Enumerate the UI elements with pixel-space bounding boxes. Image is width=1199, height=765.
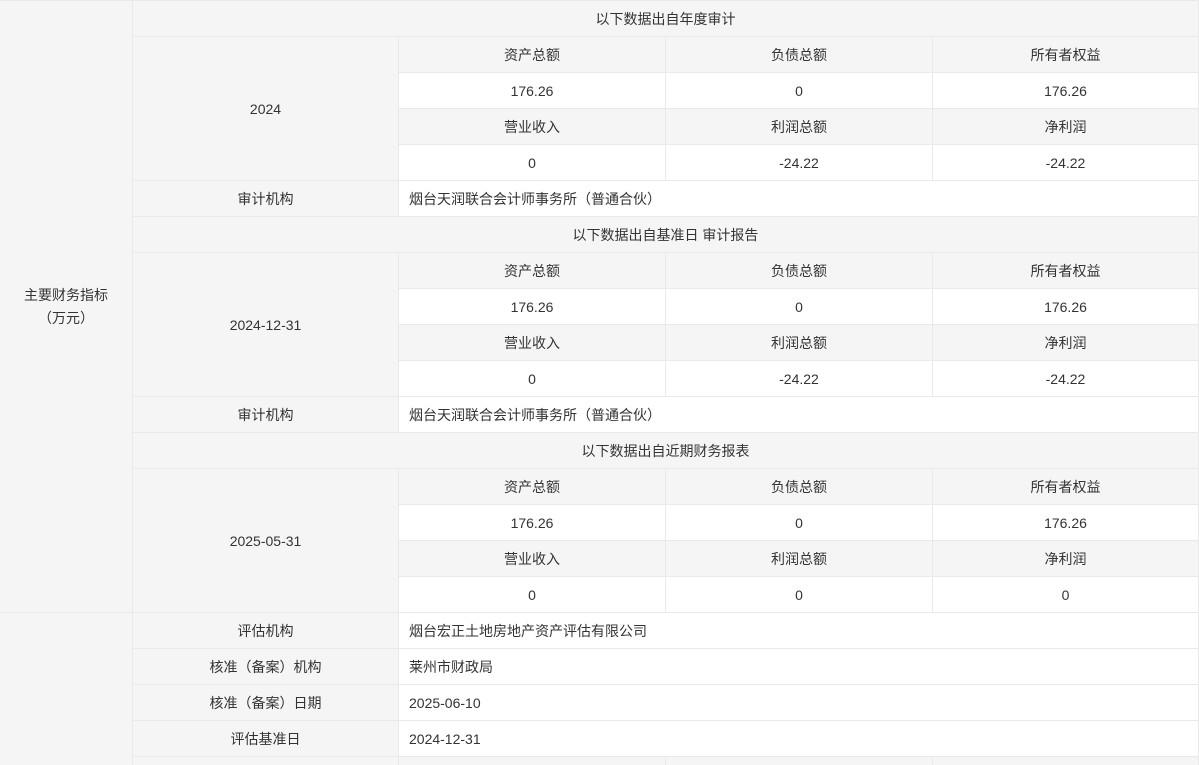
clipped-row-cell <box>133 757 399 765</box>
info-label-approval-date: 核准（备案）日期 <box>133 685 399 721</box>
metric-header-cell: 营业收入 <box>399 541 666 577</box>
clipped-row-cell <box>399 757 666 765</box>
section-header-annual-audit: 以下数据出自年度审计 <box>133 1 1199 37</box>
metric-value-cell: -24.22 <box>666 145 933 181</box>
metric-value-cell: 0 <box>399 577 666 613</box>
metric-header-cell: 净利润 <box>933 541 1199 577</box>
audit-org-label: 审计机构 <box>133 181 399 217</box>
metric-header-cell: 营业收入 <box>399 109 666 145</box>
metric-value-cell: 0 <box>666 289 933 325</box>
left-panel-title: 主要财务指标 （万元） <box>0 1 133 613</box>
metric-value-cell: 176.26 <box>933 289 1199 325</box>
info-value-approval-org: 莱州市财政局 <box>399 649 1199 685</box>
period-cell-2024: 2024 <box>133 37 399 181</box>
metric-header-cell: 资产总额 <box>399 253 666 289</box>
metric-value-cell: 0 <box>666 577 933 613</box>
left-panel-empty-cell <box>0 613 133 765</box>
metric-header-cell: 所有者权益 <box>933 253 1199 289</box>
period-cell-2025-05-31: 2025-05-31 <box>133 469 399 613</box>
metric-value-cell: 176.26 <box>933 505 1199 541</box>
metric-header-cell: 负债总额 <box>666 253 933 289</box>
audit-org-label: 审计机构 <box>133 397 399 433</box>
metric-value-cell: 176.26 <box>399 73 666 109</box>
metric-value-cell: 176.26 <box>399 505 666 541</box>
metric-value-cell: 0 <box>399 361 666 397</box>
metric-header-cell: 资产总额 <box>399 37 666 73</box>
metric-value-cell: -24.22 <box>933 145 1199 181</box>
audit-org-value: 烟台天润联合会计师事务所（普通合伙） <box>399 181 1199 217</box>
metric-header-cell: 利润总额 <box>666 325 933 361</box>
left-panel-title-line1: 主要财务指标 <box>24 286 108 303</box>
info-value-appraisal-base-date: 2024-12-31 <box>399 721 1199 757</box>
metric-value-cell: 0 <box>399 145 666 181</box>
section-header-recent-statements: 以下数据出自近期财务报表 <box>133 433 1199 469</box>
metric-header-cell: 资产总额 <box>399 469 666 505</box>
info-value-appraisal-org: 烟台宏正土地房地产资产评估有限公司 <box>399 613 1199 649</box>
info-value-approval-date: 2025-06-10 <box>399 685 1199 721</box>
metric-value-cell: 0 <box>666 505 933 541</box>
clipped-row-cell <box>666 757 933 765</box>
metric-header-cell: 净利润 <box>933 109 1199 145</box>
metric-value-cell: 0 <box>933 577 1199 613</box>
metric-header-cell: 利润总额 <box>666 109 933 145</box>
metric-header-cell: 负债总额 <box>666 469 933 505</box>
metric-header-cell: 净利润 <box>933 325 1199 361</box>
metric-header-cell: 营业收入 <box>399 325 666 361</box>
period-cell-2024-12-31: 2024-12-31 <box>133 253 399 397</box>
metric-header-cell: 负债总额 <box>666 37 933 73</box>
left-panel-title-line2: （万元） <box>38 309 94 326</box>
audit-org-value: 烟台天润联合会计师事务所（普通合伙） <box>399 397 1199 433</box>
info-label-appraisal-base-date: 评估基准日 <box>133 721 399 757</box>
metric-value-cell: -24.22 <box>933 361 1199 397</box>
info-label-appraisal-org: 评估机构 <box>133 613 399 649</box>
metric-header-cell: 所有者权益 <box>933 37 1199 73</box>
metric-value-cell: 176.26 <box>933 73 1199 109</box>
metric-header-cell: 利润总额 <box>666 541 933 577</box>
metric-header-cell: 所有者权益 <box>933 469 1199 505</box>
metric-value-cell: 176.26 <box>399 289 666 325</box>
metric-value-cell: 0 <box>666 73 933 109</box>
info-label-approval-org: 核准（备案）机构 <box>133 649 399 685</box>
section-header-basedate-audit: 以下数据出自基准日 审计报告 <box>133 217 1199 253</box>
metric-value-cell: -24.22 <box>666 361 933 397</box>
